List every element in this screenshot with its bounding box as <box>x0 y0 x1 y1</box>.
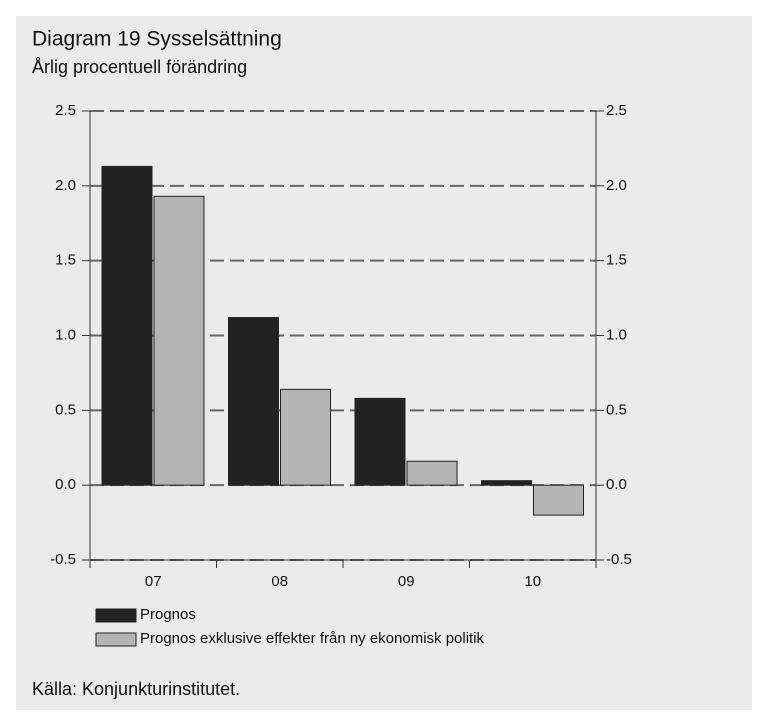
y2-tick-label: 1.5 <box>606 252 627 269</box>
bar <box>101 165 153 486</box>
bar <box>228 317 279 486</box>
x-tick-label: 09 <box>398 573 415 590</box>
y2-tick-label: 2.0 <box>606 177 627 194</box>
x-tick-label: 10 <box>524 573 541 590</box>
y-tick-label: -0.5 <box>50 551 76 568</box>
bar <box>406 460 458 486</box>
bar <box>354 397 406 486</box>
y-tick-label: 1.5 <box>55 252 76 269</box>
bar <box>280 388 331 486</box>
y-tick-label: 0.5 <box>55 401 76 418</box>
y-tick-label: 0.0 <box>55 476 76 493</box>
y2-tick-label: 2.5 <box>606 102 627 119</box>
bar <box>153 195 205 486</box>
y2-tick-label: 0.5 <box>606 401 627 418</box>
chart-subtitle: Årlig procentuell förändring <box>32 57 247 77</box>
y2-tick-label: 0.0 <box>606 476 627 493</box>
legend-swatch <box>95 608 137 623</box>
x-tick-label: 07 <box>145 573 162 590</box>
legend-swatch <box>95 632 137 647</box>
x-tick-label: 08 <box>271 573 288 590</box>
chart-title: Diagram 19 Sysselsättning <box>32 28 282 51</box>
source: Källa: Konjunkturinstitutet. <box>32 679 240 699</box>
y-tick-label: 2.5 <box>55 102 76 119</box>
y2-tick-label: 1.0 <box>606 326 627 343</box>
y-tick-label: 2.0 <box>55 177 76 194</box>
legend-label: Prognos exklusive effekter från ny ekono… <box>140 630 485 647</box>
legend-label: Prognos <box>140 606 196 623</box>
bar <box>533 484 584 516</box>
bar <box>481 480 532 486</box>
y-tick-label: 1.0 <box>55 326 76 343</box>
y2-tick-label: -0.5 <box>606 551 632 568</box>
